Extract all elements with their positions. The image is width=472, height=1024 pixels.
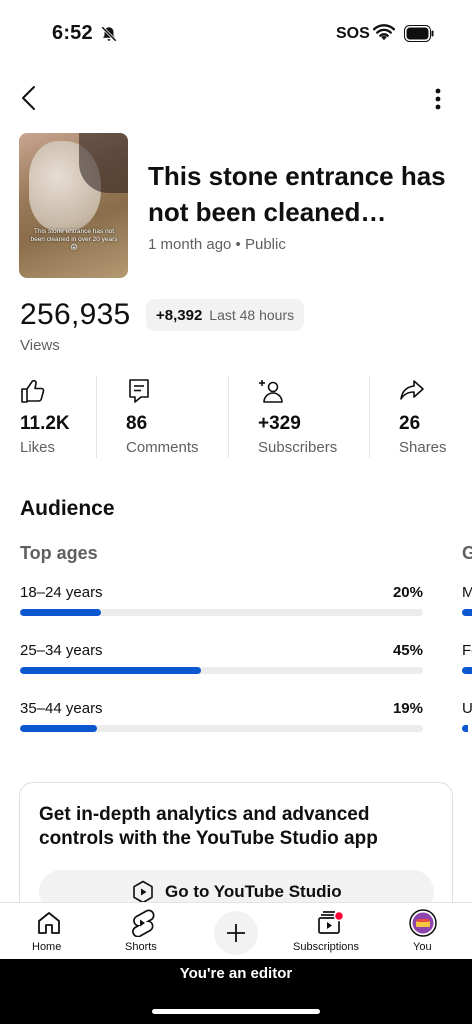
next-card-peek-bar	[462, 609, 472, 616]
nav-you[interactable]: You	[406, 903, 440, 960]
chevron-left-icon[interactable]	[14, 82, 44, 114]
create-button[interactable]	[214, 911, 258, 955]
age-percent: 19%	[392, 700, 423, 717]
more-vertical-icon[interactable]	[424, 82, 452, 114]
nav-subscriptions[interactable]: Subscriptions	[292, 903, 368, 960]
shares-label: Shares	[399, 439, 447, 456]
nav-subscriptions-label: Subscriptions	[293, 941, 360, 953]
comment-icon	[129, 379, 149, 403]
studio-promo-text: Get in-depth analytics and advanced cont…	[39, 804, 378, 849]
stat-divider	[369, 376, 370, 458]
editor-banner: You're an editor	[0, 959, 472, 1024]
views-delta-chip: +8,392 Last 48 hours	[146, 299, 305, 331]
thumbnail-shadow	[79, 133, 128, 193]
next-card-peek-item: M	[462, 584, 472, 601]
subscriptions-icon	[318, 910, 344, 934]
age-label: 25–34 years	[20, 642, 103, 659]
thumbs-up-icon	[21, 379, 45, 403]
top-nav	[0, 78, 472, 118]
age-bar-track	[20, 609, 423, 616]
nav-home-label: Home	[32, 941, 62, 953]
age-bar-fill	[20, 725, 97, 732]
subscribers-label: Subscribers	[258, 439, 338, 456]
age-label: 35–44 years	[20, 700, 103, 717]
wifi-icon	[373, 24, 395, 41]
next-card-peek-item: Fe	[462, 642, 472, 659]
age-row: 25–34 years 45%	[20, 642, 423, 678]
thumbnail-caption: This stone entrance has not been cleaned…	[30, 228, 118, 251]
age-row: 18–24 years 20%	[20, 584, 423, 620]
avatar	[409, 909, 437, 937]
editor-banner-text: You're an editor	[179, 965, 293, 982]
bottom-nav: Home Shorts Subscriptions You	[0, 902, 472, 959]
video-title: This stone entrance has not been cleaned…	[148, 161, 446, 227]
age-bar-track	[20, 725, 423, 732]
subscribers-value: +329	[258, 413, 301, 434]
likes-value: 11.2K	[20, 413, 70, 434]
shares-value: 26	[399, 413, 421, 434]
age-percent: 45%	[392, 642, 423, 659]
nav-you-label: You	[413, 941, 432, 953]
age-bar-track	[20, 667, 423, 674]
nav-home[interactable]: Home	[28, 903, 70, 960]
stat-divider	[96, 376, 97, 458]
age-row: 35–44 years 19%	[20, 700, 423, 736]
shorts-icon	[132, 909, 155, 937]
status-time: 6:52	[52, 22, 93, 44]
video-meta: 1 month ago • Public	[148, 236, 286, 253]
status-bar: 6:52 SOS	[0, 0, 472, 66]
age-percent: 20%	[392, 584, 423, 601]
top-ages-title: Top ages	[20, 543, 98, 563]
likes-label: Likes	[20, 439, 56, 456]
share-icon	[400, 380, 424, 400]
bell-off-icon	[101, 26, 117, 42]
next-card-title-peek: G	[462, 543, 472, 563]
home-indicator[interactable]	[152, 1009, 320, 1014]
video-thumbnail[interactable]: This stone entrance has not been cleaned…	[19, 133, 128, 278]
audience-title: Audience	[20, 497, 115, 520]
age-bar-fill	[20, 609, 101, 616]
comments-label: Comments	[126, 439, 199, 456]
home-icon	[38, 912, 60, 934]
views-label: Views	[20, 337, 60, 354]
studio-icon	[133, 880, 153, 904]
age-label: 18–24 years	[20, 584, 103, 601]
battery-icon	[404, 25, 434, 42]
views-delta-period: Last 48 hours	[209, 307, 295, 323]
sos-indicator: SOS	[336, 25, 370, 42]
add-person-icon	[259, 380, 283, 403]
nav-shorts[interactable]: Shorts	[122, 903, 162, 960]
nav-shorts-label: Shorts	[125, 941, 157, 953]
next-card-peek-bar	[462, 667, 472, 674]
stat-divider	[228, 376, 229, 458]
views-delta-value: +8,392	[156, 306, 203, 324]
go-to-studio-label: Go to YouTube Studio	[165, 882, 342, 901]
age-bar-fill	[20, 667, 202, 674]
next-card-peek-bar	[462, 725, 468, 732]
comments-value: 86	[126, 413, 148, 434]
views-count: 256,935	[20, 298, 131, 331]
next-card-peek-item: U	[462, 700, 472, 717]
plus-icon	[227, 924, 245, 942]
